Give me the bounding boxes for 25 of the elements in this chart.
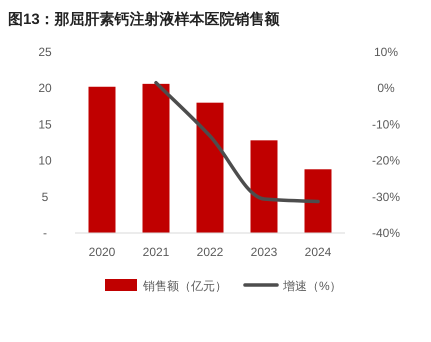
x-tick-label: 2021 [142, 245, 170, 259]
bar [88, 86, 116, 233]
y2-tick-label: -30% [372, 190, 400, 204]
bar [196, 102, 224, 233]
y-tick-label: 15 [38, 117, 52, 132]
bar [250, 140, 278, 233]
y-tick-label: - [43, 226, 47, 240]
y2-tick-label: 0% [377, 81, 395, 96]
y2-tick-label: -20% [372, 154, 400, 168]
y2-tick-label: 10% [374, 45, 398, 59]
y-tick-label: 25 [38, 45, 52, 59]
x-tick-label: 2024 [304, 245, 332, 259]
x-tick-label: 2020 [88, 245, 116, 259]
x-tick-label: 2022 [196, 245, 224, 259]
legend-label: 销售额（亿元） [142, 279, 227, 293]
y-tick-label: 10 [38, 154, 52, 168]
x-tick-label: 2023 [250, 245, 278, 259]
bar [142, 84, 170, 233]
y-tick-label: 20 [38, 81, 52, 96]
chart-title: 图13：那屈肝素钙注射液样本医院销售额 [8, 10, 281, 28]
y2-tick-label: -40% [372, 226, 400, 240]
y2-tick-label: -10% [372, 117, 400, 132]
bar [304, 169, 332, 233]
y-tick-label: 5 [42, 190, 49, 204]
legend-label: 增速（%） [282, 279, 342, 293]
